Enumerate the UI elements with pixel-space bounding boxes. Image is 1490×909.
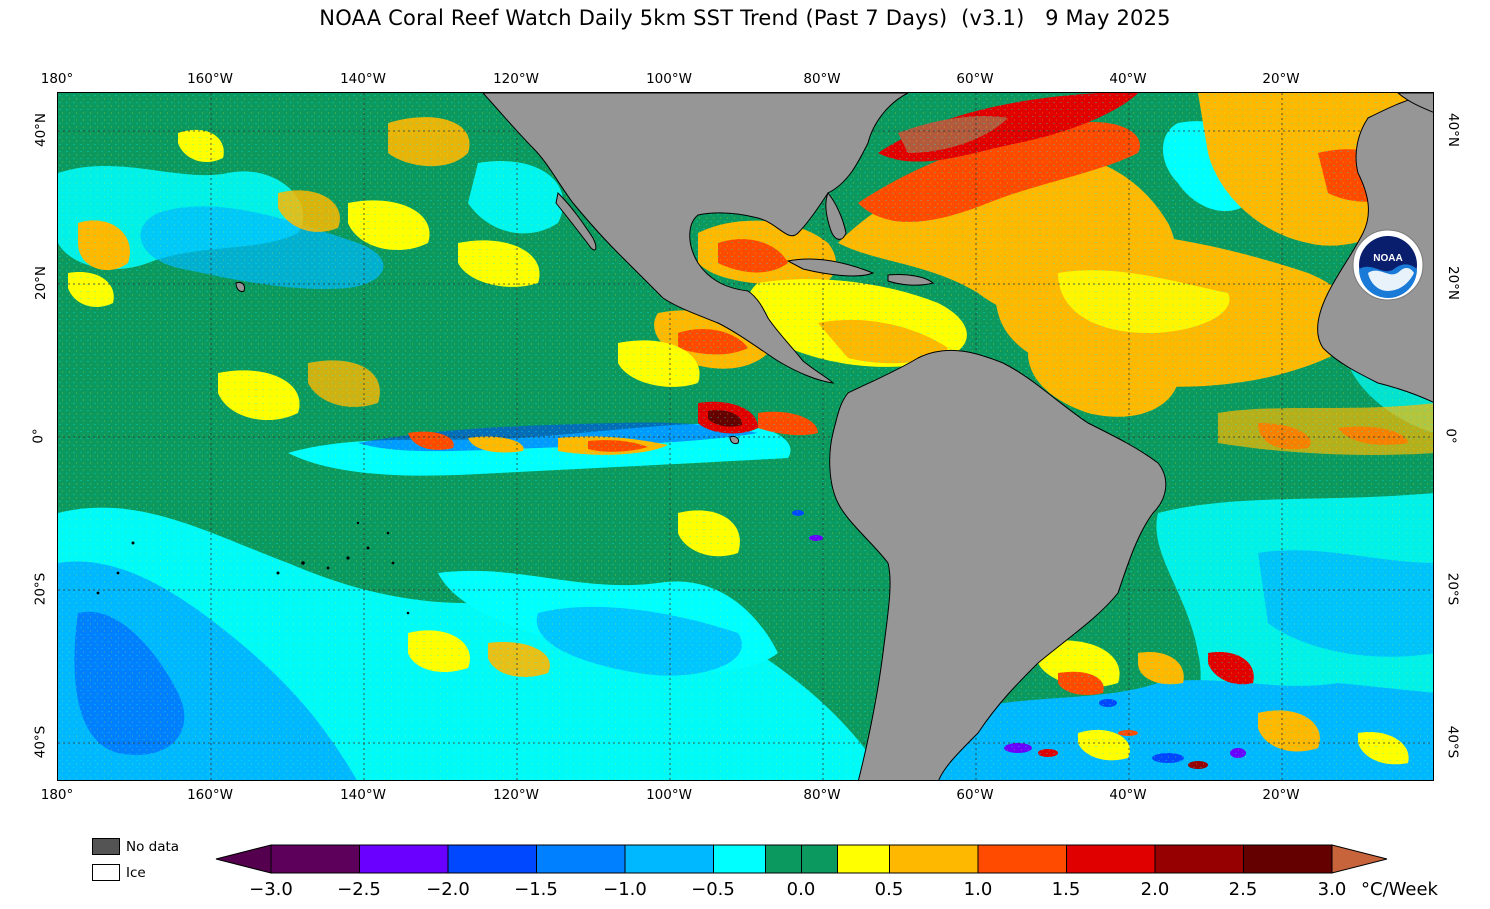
colorbar-bin	[889, 844, 979, 874]
lon-label-bottom: 60°W	[956, 787, 994, 803]
colorbar-tick-label: −3.0	[249, 879, 293, 900]
sst-trend-map: NOAA	[57, 92, 1434, 781]
galapagos	[729, 436, 739, 445]
north-america	[482, 93, 909, 384]
lat-label-right: 40°S	[1444, 725, 1461, 759]
colorbar-bin	[447, 844, 537, 874]
lat-label-left: 0°	[30, 428, 47, 444]
lon-label-top: 20°W	[1262, 71, 1300, 87]
iberia	[1397, 93, 1433, 113]
colorbar-bin	[801, 844, 838, 874]
lon-label-top: 140°W	[340, 71, 386, 87]
lon-label-top: 180°	[40, 71, 74, 87]
colorbar-tick-label: −2.5	[337, 879, 381, 900]
colorbar-bin	[359, 844, 449, 874]
map-title: NOAA Coral Reef Watch Daily 5km SST Tren…	[319, 6, 1171, 30]
colorbar-tick-label: 2.0	[1140, 879, 1170, 900]
colorbar-tick-label: 2.5	[1228, 879, 1258, 900]
lon-label-top: 120°W	[493, 71, 539, 87]
colorbar-units: °C/Week	[1361, 879, 1438, 900]
colorbar-tick-label: 1.5	[1051, 879, 1081, 900]
lon-label-bottom: 180°	[40, 787, 74, 803]
colorbar-bin	[1154, 844, 1244, 874]
colorbar-tick-label: 1.0	[963, 879, 993, 900]
lat-label-left: 40°S	[32, 725, 49, 759]
map-svg: NOAA	[58, 93, 1433, 780]
colorbar-tick-label: −1.0	[603, 879, 647, 900]
lon-label-bottom: 80°W	[803, 787, 841, 803]
lon-label-top: 100°W	[646, 71, 692, 87]
colorbar-tick-label: −2.0	[426, 879, 470, 900]
colorbar-bin	[837, 844, 890, 874]
lat-label-right: 20°N	[1445, 265, 1462, 301]
colorbar	[215, 844, 1388, 874]
lat-label-right: 40°N	[1445, 112, 1462, 148]
colorbar-bin	[624, 844, 714, 874]
colorbar-bin	[713, 844, 766, 874]
lat-label-left: 20°N	[33, 265, 50, 301]
lon-label-top: 160°W	[187, 71, 233, 87]
florida	[825, 192, 847, 240]
south-america	[829, 349, 1167, 780]
lon-label-bottom: 20°W	[1262, 787, 1300, 803]
lat-label-left: 20°S	[32, 572, 49, 606]
baja-california	[555, 191, 597, 251]
lon-label-bottom: 140°W	[340, 787, 386, 803]
colorbar-bin	[536, 844, 626, 874]
ice-swatch	[92, 864, 120, 881]
colorbar-tick-label: −1.5	[514, 879, 558, 900]
colorbar-bin	[1066, 844, 1156, 874]
noaa-logo-text: NOAA	[1373, 253, 1402, 264]
ice-label: Ice	[126, 865, 146, 881]
lon-label-top: 60°W	[956, 71, 994, 87]
colorbar-bin	[270, 844, 360, 874]
lat-label-right: 0°	[1442, 428, 1459, 444]
colorbar-tick-label: 3.0	[1317, 879, 1347, 900]
colorbar-over-arrow	[1331, 844, 1388, 874]
colorbar-bin	[977, 844, 1067, 874]
no-data-swatch	[92, 838, 120, 855]
cuba	[786, 258, 875, 277]
pacific-islands	[96, 521, 410, 615]
lat-label-right: 20°S	[1444, 572, 1461, 606]
lon-label-top: 80°W	[803, 71, 841, 87]
no-data-label: No data	[126, 839, 180, 855]
colorbar-tick-label: 0.0	[786, 879, 816, 900]
lon-label-bottom: 100°W	[646, 787, 692, 803]
lon-label-top: 40°W	[1109, 71, 1147, 87]
lat-label-left: 40°N	[33, 112, 50, 148]
lon-label-bottom: 120°W	[493, 787, 539, 803]
noaa-logo: NOAA	[1352, 229, 1424, 301]
lon-label-bottom: 40°W	[1109, 787, 1147, 803]
hispaniola	[887, 274, 935, 286]
lon-label-bottom: 160°W	[187, 787, 233, 803]
colorbar-tick-label: 0.5	[874, 879, 904, 900]
colorbar-tick-label: −0.5	[691, 879, 735, 900]
hawaii	[235, 282, 245, 292]
colorbar-under-arrow	[215, 844, 272, 874]
colorbar-bin	[1243, 844, 1333, 874]
colorbar-bin	[765, 844, 802, 874]
